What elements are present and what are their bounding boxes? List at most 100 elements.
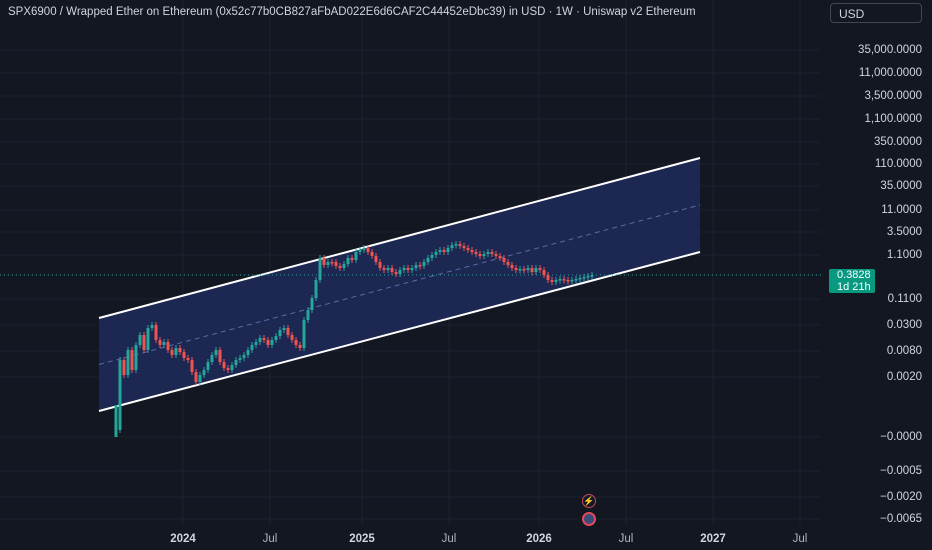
price-axis-label: 110.0000 [874,158,922,170]
candle [426,258,430,262]
candle [242,355,246,358]
candle [306,310,310,320]
price-axis-label: −0.0000 [880,431,922,443]
candle [518,269,522,271]
candle [134,345,138,370]
candle [542,270,546,275]
candle [566,280,570,282]
candle [322,258,326,265]
time-axis-label: 2027 [700,533,726,545]
candle [590,275,594,277]
candle [558,279,562,281]
candle [442,250,446,252]
candle [282,328,286,330]
price-axis-label: 35,000.0000 [858,44,922,56]
price-axis-label: 3,500.0000 [864,90,922,102]
channel-midline [98,204,701,365]
candle [410,268,414,270]
time-axis-label: Jul [262,533,278,545]
time-axis-label: 2025 [349,533,375,545]
candle [274,336,278,340]
candle [534,268,538,272]
candle [234,360,238,365]
candle [406,268,410,270]
candle [330,262,334,264]
candle [290,335,294,340]
candle [278,330,282,336]
candle [370,252,374,256]
candle [470,250,474,252]
last-price-value: 0.3828 [837,269,871,281]
time-axis-label: Jul [618,533,634,545]
price-axis-label: 3.5000 [886,226,922,238]
candle [218,350,222,362]
candle [334,262,338,266]
candle [202,370,206,375]
candle [358,250,362,252]
channel-upper-line[interactable] [98,157,701,319]
time-axis-label: 2026 [526,533,552,545]
candles [114,241,594,437]
candle [146,328,150,350]
channel-lower-line[interactable] [98,251,701,412]
candle [198,375,202,382]
candle [262,338,266,340]
candle [138,335,142,345]
candle [562,279,566,281]
price-axis-label: 1.1000 [886,249,922,261]
candle [230,365,234,370]
candle [254,342,258,345]
candle [342,264,346,268]
candle [246,350,250,355]
lightning-icon[interactable]: ⚡ [582,494,596,508]
candle [270,340,274,345]
candle [510,265,514,268]
candle [478,254,482,256]
candle [526,268,530,270]
candle [250,345,254,350]
candle [422,262,426,266]
candle [582,277,586,279]
price-axis-label: 0.0020 [886,371,922,383]
price-axis-label: 350.0000 [874,136,922,148]
candle [418,265,422,267]
candle [462,246,466,248]
price-axis-label: 0.0300 [886,319,922,331]
candle [382,268,386,270]
candle [546,275,550,280]
candle [222,362,226,368]
candle [286,328,290,335]
candle [498,256,502,258]
candle [366,248,370,252]
candle [258,338,262,342]
last-price-tag: 0.3828 1d 21h [829,269,875,293]
candle [414,265,418,268]
price-axis-label: 0.1100 [887,293,922,305]
candle [118,360,122,430]
candle [162,342,166,345]
price-axis-label: −0.0020 [880,491,922,503]
currency-selector[interactable]: USD [830,3,922,23]
candle [490,252,494,254]
candle [206,362,210,370]
candle [354,252,358,260]
candle [482,254,486,256]
candle [390,268,394,272]
candle [170,350,174,355]
candle [386,268,390,270]
us-flag-icon[interactable] [582,512,596,526]
candle [506,262,510,265]
candle [318,258,322,280]
candle [378,262,382,268]
candle [554,280,558,282]
price-axis-label: 11,000.0000 [858,67,922,79]
candle [154,325,158,340]
candle [578,278,582,280]
candle [174,348,178,355]
candle [494,254,498,256]
candle [194,372,198,382]
candle [190,360,194,372]
candle [454,244,458,246]
price-axis-label: 1,100.0000 [864,113,922,125]
